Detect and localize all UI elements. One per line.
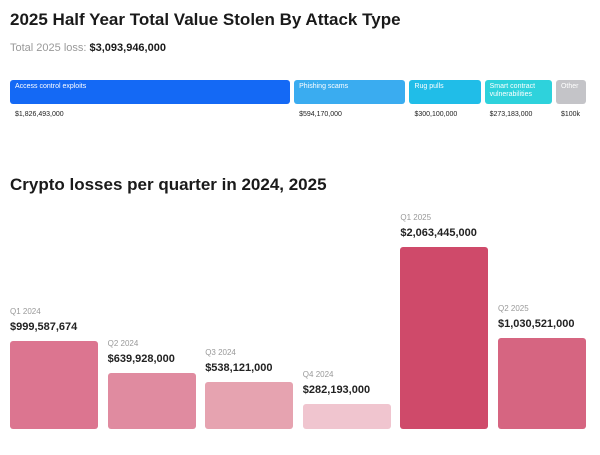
- bar-segment: Smart contract vulnerabilities: [484, 80, 552, 104]
- value-label: $2,063,445,000: [400, 227, 477, 239]
- category-label: Q4 2024: [302, 370, 334, 380]
- bar: [302, 404, 391, 429]
- category-label: Q2 2025: [498, 304, 529, 314]
- category-label: Q1 2025: [400, 213, 432, 222]
- bar-segment: Access control exploits: [10, 80, 291, 104]
- value-label: $999,587,674: [10, 320, 78, 333]
- legend-label: Other: [560, 83, 579, 90]
- bar-segment: Other: [555, 80, 586, 104]
- value-label: $300,100,000: [414, 111, 458, 118]
- bar-segment: Rug pulls: [409, 80, 481, 104]
- legend-label: Access control exploits: [15, 83, 87, 90]
- bar: [107, 372, 196, 429]
- legend-label: Smart contract vulnerabilities: [489, 83, 536, 98]
- value-label: $1,030,521,000: [498, 318, 575, 331]
- legend-label: Rug pulls: [414, 83, 444, 90]
- category-label: Q2 2024: [107, 338, 139, 348]
- subtitle: Total 2025 loss:: [10, 42, 87, 54]
- bar: [10, 340, 98, 429]
- bar: [498, 338, 586, 429]
- value-label: $538,121,000: [205, 361, 273, 374]
- chart-title: 2025 Half Year Total Value Stolen By Att…: [10, 10, 401, 29]
- bar-segment: Phishing scams: [294, 80, 406, 104]
- bar: [205, 381, 294, 429]
- category-label: Q1 2024: [10, 306, 41, 316]
- category-label: Q3 2024: [205, 347, 236, 357]
- bar: [400, 247, 489, 429]
- chart-title: Crypto losses per quarter in 2024, 2025: [10, 175, 327, 194]
- value-label: $1,826,493,000: [15, 111, 64, 118]
- value-label: $282,193,000: [302, 384, 371, 397]
- total: $3,093,946,000: [89, 42, 166, 54]
- legend-label: Phishing scams: [299, 83, 349, 90]
- value-label: $273,183,000: [489, 111, 533, 118]
- value-label: $639,928,000: [107, 352, 175, 365]
- value-label: $594,170,000: [299, 111, 342, 118]
- subtitle-row: Total 2025 loss: $3,093,946,000: [10, 42, 166, 54]
- value-label: $100k: [560, 111, 581, 118]
